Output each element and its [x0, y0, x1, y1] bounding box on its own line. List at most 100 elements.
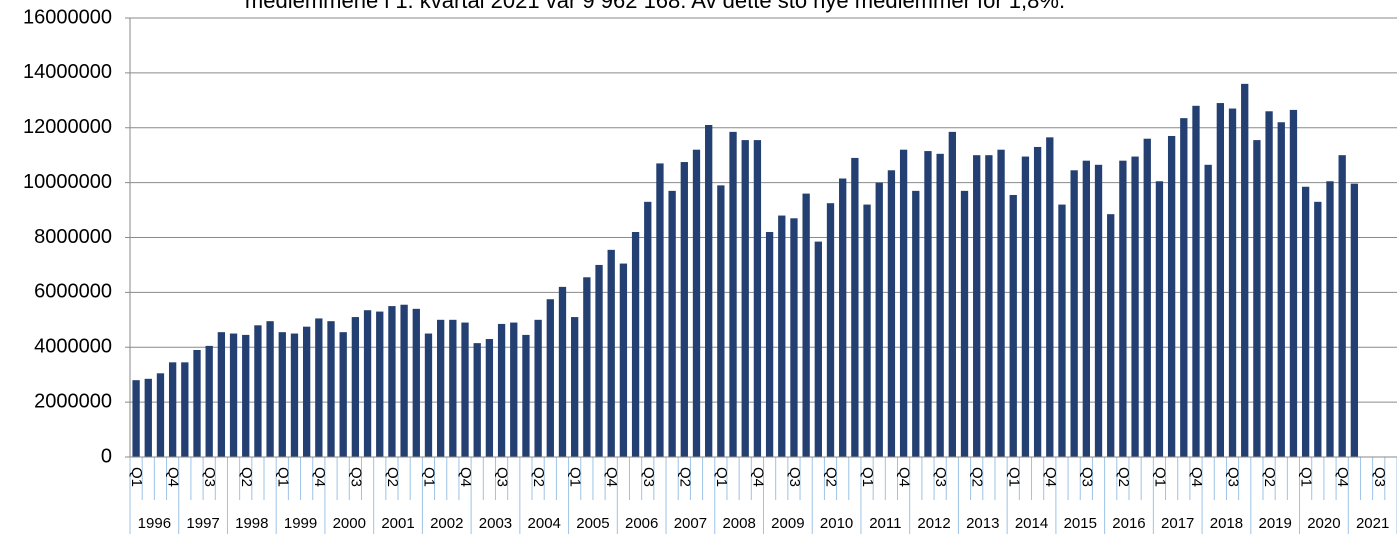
x-tick-label: Q3 [786, 467, 803, 487]
year-label: 2013 [966, 515, 999, 532]
bar [1094, 164, 1103, 457]
bar [778, 215, 786, 457]
bar [973, 155, 981, 457]
x-tick-label: Q1 [1298, 467, 1315, 487]
bar [290, 333, 299, 457]
bar [631, 232, 640, 457]
bar [254, 325, 262, 457]
year-label: 2016 [1112, 515, 1145, 532]
bar [717, 185, 725, 457]
x-tick-label: Q4 [311, 467, 328, 487]
year-label: 2018 [1210, 515, 1243, 532]
bar [1338, 155, 1346, 457]
bar [412, 308, 420, 457]
bar [887, 170, 896, 457]
bar [1167, 135, 1176, 457]
bar [1070, 170, 1078, 457]
x-tick-label: Q3 [932, 467, 949, 487]
bar [619, 263, 628, 457]
y-tick-label: 4000000 [34, 336, 112, 358]
bar [558, 286, 567, 457]
year-label: 2019 [1258, 515, 1291, 532]
bar [571, 317, 579, 457]
bar [424, 333, 433, 457]
bar [680, 162, 688, 457]
bar [851, 157, 859, 457]
bar [583, 277, 591, 457]
bar [875, 182, 883, 457]
bar [924, 151, 932, 457]
bar [522, 334, 530, 457]
bar [1033, 146, 1042, 458]
year-label: 2006 [625, 515, 658, 532]
year-label: 2009 [771, 515, 804, 532]
x-tick-label: Q2 [1115, 467, 1132, 487]
x-tick-label: Q4 [603, 467, 620, 487]
bar [595, 264, 603, 457]
x-tick-label: Q3 [494, 467, 511, 487]
bar [753, 140, 762, 458]
bar [899, 149, 908, 457]
year-label: 2004 [528, 515, 561, 532]
x-tick-label: Q1 [1005, 467, 1022, 487]
bar [1046, 137, 1054, 457]
bar [473, 343, 481, 457]
bar [400, 304, 408, 457]
year-label: 1998 [235, 515, 268, 532]
y-tick-label: 16000000 [23, 6, 112, 28]
bar [144, 378, 152, 457]
x-tick-label: Q2 [530, 467, 547, 487]
bar [1326, 181, 1334, 458]
y-tick-label: 0 [101, 445, 112, 467]
bar [656, 163, 664, 457]
bar [168, 362, 177, 457]
year-label: 2007 [674, 515, 707, 532]
bar [363, 310, 372, 457]
bar [449, 319, 457, 457]
year-label: 2001 [381, 515, 414, 532]
bar [1253, 140, 1261, 458]
bar [1155, 181, 1164, 458]
bar [485, 339, 494, 457]
bar [814, 241, 822, 457]
year-label: 2008 [722, 515, 755, 532]
x-tick-label: Q1 [567, 467, 584, 487]
bar [668, 190, 676, 457]
bar [1314, 201, 1322, 457]
bar [497, 323, 506, 457]
x-tick-label: Q4 [1042, 467, 1059, 487]
bar [644, 201, 652, 457]
x-tick-label: Q4 [749, 467, 766, 487]
bar [1058, 204, 1066, 457]
bar [960, 190, 969, 457]
bar [826, 203, 835, 457]
bar [705, 125, 713, 457]
bar [388, 306, 396, 457]
bar [912, 190, 920, 457]
year-label: 1996 [138, 515, 171, 532]
bar [181, 362, 189, 457]
bar [242, 334, 250, 457]
bar [1350, 183, 1359, 457]
bar [132, 380, 140, 457]
year-label: 2010 [820, 515, 853, 532]
bar [351, 317, 360, 457]
x-tick-label: Q1 [421, 467, 438, 487]
x-tick-label: Q1 [128, 467, 145, 487]
bar [790, 218, 798, 457]
x-tick-label: Q1 [274, 467, 291, 487]
year-label: 2021 [1356, 515, 1389, 532]
bar [1021, 156, 1030, 457]
bar [607, 249, 615, 457]
x-tick-label: Q3 [1225, 467, 1242, 487]
x-tick-label: Q4 [457, 467, 474, 487]
bar [534, 319, 542, 457]
bar [839, 178, 847, 457]
y-tick-label: 2000000 [34, 390, 112, 412]
bar [1143, 138, 1151, 457]
x-tick-label: Q2 [238, 467, 255, 487]
bar [948, 131, 956, 457]
bar [546, 299, 554, 457]
